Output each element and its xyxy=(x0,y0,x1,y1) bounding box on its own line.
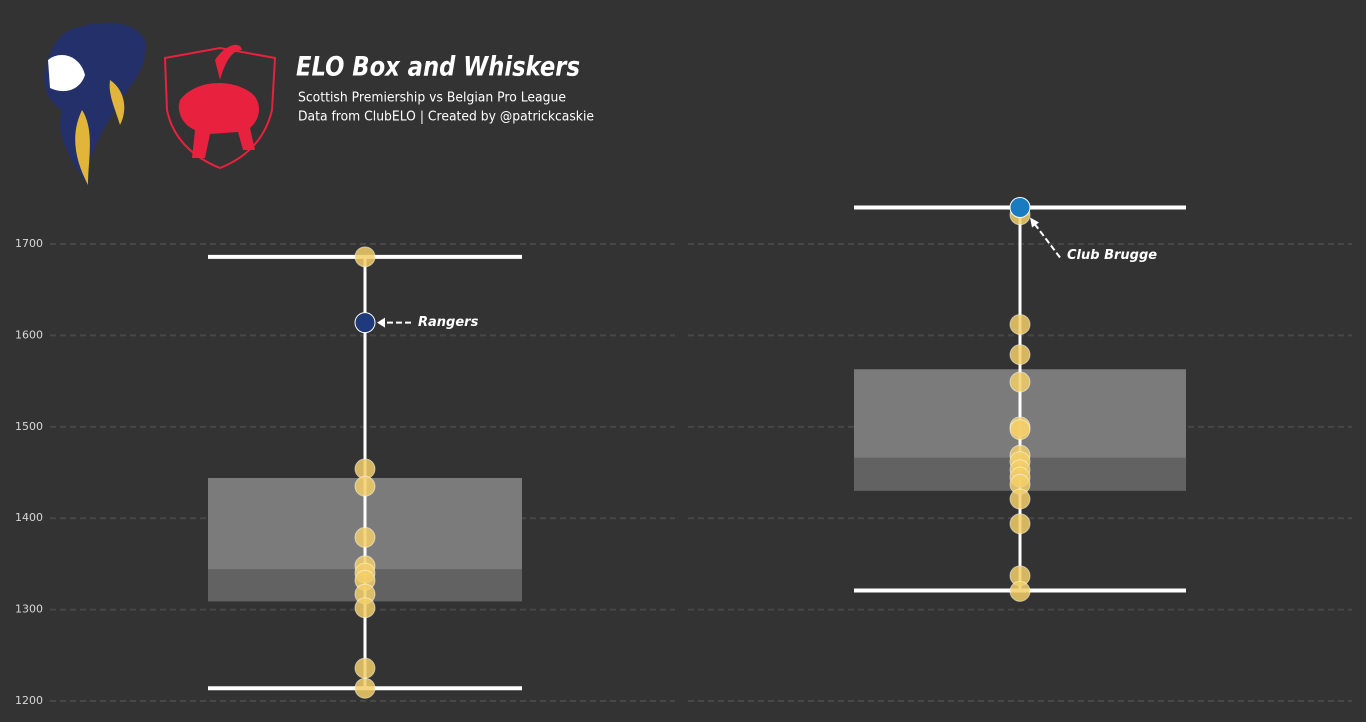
data-point xyxy=(1009,371,1031,393)
y-tick-label: 1500 xyxy=(15,420,43,433)
annotation-arrow xyxy=(1031,219,1061,259)
data-point xyxy=(354,597,376,619)
highlight-point xyxy=(1009,196,1031,218)
scottish-logo xyxy=(44,22,146,186)
y-tick-label: 1400 xyxy=(15,511,43,524)
y-tick-label: 1200 xyxy=(15,694,43,707)
data-point xyxy=(354,657,376,679)
annotation-label: Rangers xyxy=(418,315,479,330)
data-point xyxy=(1009,344,1031,366)
highlight-point xyxy=(354,312,376,334)
y-tick-label: 1600 xyxy=(15,328,43,341)
data-point xyxy=(1009,580,1031,602)
annotation-label: Club Brugge xyxy=(1067,248,1157,263)
data-point xyxy=(1009,488,1031,510)
data-point xyxy=(354,475,376,497)
data-point xyxy=(354,246,376,268)
arrow-head xyxy=(1030,217,1039,228)
data-point xyxy=(1009,419,1031,441)
y-tick-label: 1700 xyxy=(15,237,43,250)
data-point xyxy=(354,677,376,699)
subtitle: Data from ClubELO | Created by @patrickc… xyxy=(298,110,594,125)
belgian-logo xyxy=(163,44,277,170)
arrow-head xyxy=(377,317,385,328)
subtitle: Scottish Premiership vs Belgian Pro Leag… xyxy=(298,91,566,106)
data-point xyxy=(354,526,376,548)
data-point xyxy=(1009,513,1031,535)
data-point xyxy=(1009,313,1031,335)
y-tick-label: 1300 xyxy=(15,603,43,616)
chart-title: ELO Box and Whiskers xyxy=(296,52,580,83)
